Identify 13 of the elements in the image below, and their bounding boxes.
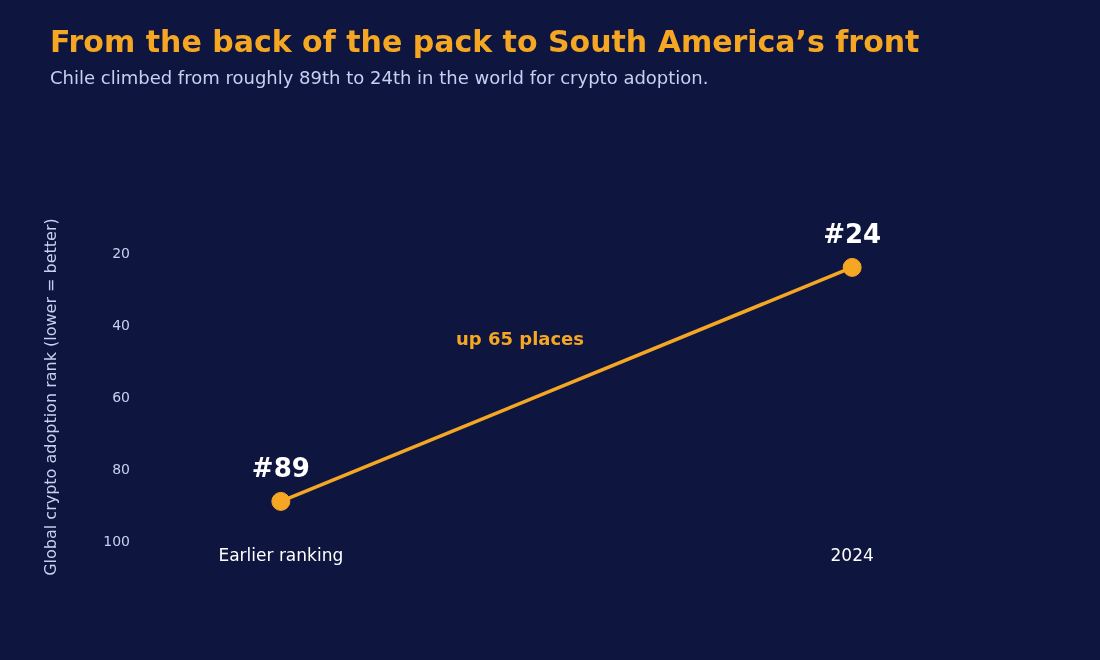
y-axis-title: Global crypto adoption rank (lower = better): [40, 218, 60, 576]
y-tick-label: 80: [112, 460, 130, 477]
x-tick-label: Earlier ranking: [218, 545, 344, 566]
x-tick-label: 2024: [830, 545, 874, 566]
y-tick-label: 100: [103, 532, 130, 549]
y-tick-label: 40: [112, 316, 130, 333]
annotation: up 65 places: [455, 328, 585, 349]
data-label: #89: [251, 453, 310, 484]
y-tick-label: 20: [112, 244, 130, 261]
y-tick-label: 60: [112, 388, 130, 405]
chart-title: From the back of the pack to South America’s front: [50, 24, 920, 59]
chart-subtitle: Chile climbed from roughly 89th to 24th in the world for crypto adoption.: [50, 67, 709, 88]
data-label: #24: [823, 219, 882, 250]
